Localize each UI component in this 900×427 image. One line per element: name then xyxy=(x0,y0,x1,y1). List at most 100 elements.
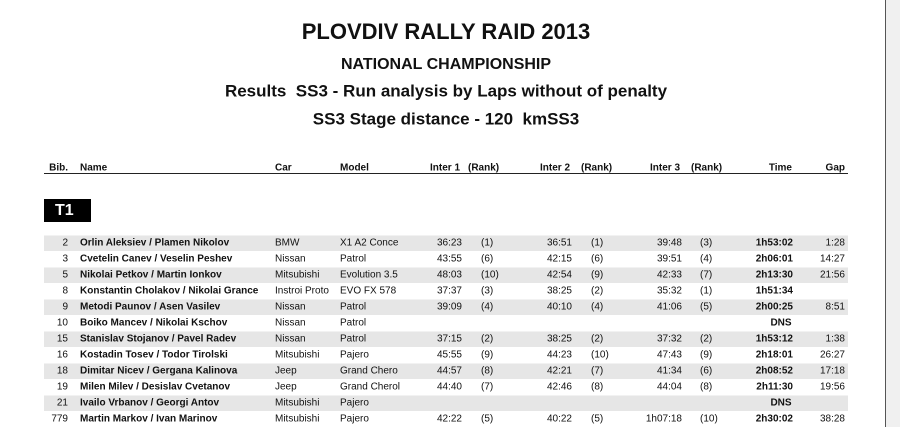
table-cell: (6) xyxy=(591,254,603,265)
table-cell: 36:23 xyxy=(437,238,462,249)
table-cell: DNS xyxy=(770,318,791,329)
table-cell: 21:56 xyxy=(820,270,845,281)
table-cell: Instroi Proto xyxy=(275,286,329,297)
table-cell: 37:37 xyxy=(437,286,462,297)
column-header: Name xyxy=(80,163,108,174)
table-cell: 36:51 xyxy=(547,238,572,249)
table-cell: Pajero xyxy=(340,350,369,361)
table-cell: 45:55 xyxy=(437,350,462,361)
table-cell: (4) xyxy=(591,302,603,313)
table-cell: 19 xyxy=(57,382,69,393)
table-cell: BMW xyxy=(275,238,300,249)
table-cell: 2 xyxy=(62,238,68,249)
column-header: Car xyxy=(275,163,292,174)
table-cell: 17:18 xyxy=(820,366,845,377)
table-cell: 43:55 xyxy=(437,254,462,265)
table-cell: 26:27 xyxy=(820,350,845,361)
table-cell: (6) xyxy=(481,254,493,265)
row-band xyxy=(44,299,848,315)
table-cell: Cvetelin Canev / Veselin Peshev xyxy=(80,254,233,265)
table-cell: 1h51:34 xyxy=(756,286,794,297)
table-cell: 44:23 xyxy=(547,350,572,361)
distance: SS3 Stage distance - 120 kmSS3 xyxy=(313,109,579,128)
table-cell: (5) xyxy=(591,414,603,425)
table-cell: Patrol xyxy=(340,302,366,313)
table-cell: Nissan xyxy=(275,302,306,313)
table-cell: 2h30:02 xyxy=(756,414,794,425)
class-label: T1 xyxy=(55,202,74,219)
table-cell: (1) xyxy=(481,238,493,249)
table-cell: (9) xyxy=(591,270,603,281)
table-cell: (2) xyxy=(591,334,603,345)
table-cell: Mitsubishi xyxy=(275,398,319,409)
table-cell: Dimitar Nicev / Gergana Kalinova xyxy=(80,366,238,377)
table-cell: 2h13:30 xyxy=(756,270,794,281)
column-header: Model xyxy=(340,163,369,174)
table-cell: Pajero xyxy=(340,398,369,409)
table-cell: Nissan xyxy=(275,334,306,345)
table-cell: 1:28 xyxy=(826,238,846,249)
scroll-area xyxy=(886,0,900,427)
class-box xyxy=(44,199,91,222)
title: PLOVDIV RALLY RAID 2013 xyxy=(302,19,591,44)
table-cell: 42:15 xyxy=(547,254,572,265)
table-cell: (2) xyxy=(481,334,493,345)
table-cell: 15 xyxy=(57,334,69,345)
table-cell: 37:15 xyxy=(437,334,462,345)
table-cell: 40:10 xyxy=(547,302,572,313)
table-cell: 21 xyxy=(57,398,69,409)
table-cell: 39:48 xyxy=(657,238,682,249)
table-cell: 38:25 xyxy=(547,334,572,345)
row-band xyxy=(44,235,848,251)
column-header: (Rank) xyxy=(691,163,722,174)
table-cell: (3) xyxy=(700,238,712,249)
table-cell: Boiko Mancev / Nikolai Kschov xyxy=(80,318,228,329)
table-cell: 40:22 xyxy=(547,414,572,425)
table-cell: 2h11:30 xyxy=(756,382,793,393)
column-header: Inter 1 xyxy=(430,163,460,174)
table-cell: Milen Milev / Desislav Cvetanov xyxy=(80,382,230,393)
table-cell: 1:38 xyxy=(826,334,846,345)
table-cell: 14:27 xyxy=(820,254,845,265)
table-cell: Nissan xyxy=(275,318,306,329)
table-cell: Patrol xyxy=(340,254,366,265)
table-cell: (10) xyxy=(591,350,609,361)
table-cell: Grand Cherol xyxy=(340,382,400,393)
table-cell: 1h53:02 xyxy=(756,238,794,249)
table-cell: 1h53:12 xyxy=(756,334,794,345)
table-cell: 5 xyxy=(62,270,68,281)
table-cell: Metodi Paunov / Asen Vasilev xyxy=(80,302,221,313)
row-band xyxy=(44,363,848,379)
table-cell: 44:57 xyxy=(437,366,462,377)
table-cell: 44:04 xyxy=(657,382,682,393)
table-cell: 42:21 xyxy=(547,366,572,377)
column-header: Inter 3 xyxy=(650,163,680,174)
table-cell: (8) xyxy=(591,382,603,393)
table-cell: Ivailo Vrbanov / Georgi Antov xyxy=(80,398,220,409)
table-cell: Pajero xyxy=(340,414,369,425)
table-cell: (5) xyxy=(700,302,712,313)
column-header: Gap xyxy=(826,163,845,174)
table-cell: Mitsubishi xyxy=(275,270,319,281)
table-cell: 41:06 xyxy=(657,302,682,313)
table-cell: 42:33 xyxy=(657,270,682,281)
column-header: (Rank) xyxy=(468,163,499,174)
table-cell: 41:34 xyxy=(657,366,682,377)
row-band xyxy=(44,395,848,411)
column-header: Inter 2 xyxy=(540,163,570,174)
table-cell: (2) xyxy=(700,334,712,345)
table-cell: Kostadin Tosev / Todor Tirolski xyxy=(80,350,228,361)
table-cell: 39:09 xyxy=(437,302,462,313)
row-band xyxy=(44,331,848,347)
table-cell: (7) xyxy=(700,270,712,281)
table-cell: 2h06:01 xyxy=(756,254,794,265)
table-cell: 42:46 xyxy=(547,382,572,393)
table-cell: (4) xyxy=(700,254,712,265)
table-cell: Orlin Aleksiev / Plamen Nikolov xyxy=(80,238,230,249)
table-cell: 39:51 xyxy=(657,254,682,265)
table-cell: Patrol xyxy=(340,334,366,345)
table-cell: Nikolai Petkov / Martin Ionkov xyxy=(80,270,222,281)
table-cell: 38:25 xyxy=(547,286,572,297)
table-cell: Konstantin Cholakov / Nikolai Grance xyxy=(80,286,259,297)
